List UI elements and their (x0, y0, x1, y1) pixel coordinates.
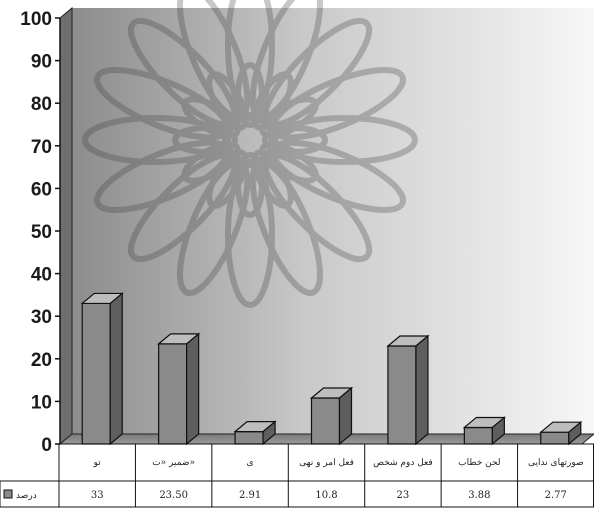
rosette-watermark (82, 0, 418, 308)
y-axis: 0 10 20 30 40 50 60 70 80 90 100 (20, 9, 60, 456)
category-label: صورتهای ندایی (528, 458, 584, 468)
rosette-petal (127, 152, 238, 263)
bar (462, 416, 507, 446)
rosette-petal (206, 149, 249, 209)
legend-swatch (3, 489, 13, 499)
y-tick-label: 50 (31, 222, 52, 243)
bar (539, 420, 583, 446)
rosette-petal (82, 115, 228, 165)
bar (233, 420, 277, 446)
category-label: فعل دوم شخص (373, 458, 432, 468)
rosette-petal (269, 67, 406, 141)
rosette-petal (127, 17, 238, 128)
rosette-petal (177, 0, 251, 121)
rosette-petal (172, 125, 238, 155)
rosette-petal (272, 115, 418, 165)
y-tick-label: 40 (31, 265, 52, 286)
bar-front (387, 345, 417, 445)
bar (80, 292, 124, 446)
bar-front (540, 431, 570, 445)
y-tick-label: 90 (31, 52, 52, 73)
rosette-petal (249, 0, 323, 121)
rosette-petal (94, 67, 231, 141)
y-tick-label: 70 (31, 137, 52, 158)
rosette-petal (235, 62, 265, 128)
data-value-label: 23 (397, 490, 410, 501)
category-label: ی (247, 458, 254, 468)
category-label: فعل امر و نهی (299, 458, 354, 468)
data-value-label: 23.50 (159, 490, 188, 501)
rosette-petal (235, 152, 265, 218)
category-label: ضمیر «ت» (152, 458, 195, 468)
rosette-petal (262, 125, 328, 155)
bar-side (338, 386, 353, 446)
bar (386, 334, 430, 446)
rosette-petal (269, 139, 406, 213)
data-value-label: 2.77 (545, 490, 567, 501)
y-tick-label: 100 (20, 9, 52, 30)
rosette-petal (225, 162, 275, 308)
rosette-petal (249, 159, 323, 296)
rosette-petal (259, 141, 319, 184)
legend-label: درصد (16, 491, 37, 501)
rosette-petal (259, 96, 319, 139)
rosette-petal (262, 152, 373, 263)
bar-front (310, 397, 341, 445)
y-tick-label: 30 (31, 307, 52, 328)
bar-side (109, 292, 123, 446)
bar (309, 386, 354, 446)
y-tick-label: 80 (31, 94, 52, 115)
bar-front (81, 302, 111, 445)
y-tick-label: 60 (31, 179, 52, 200)
rosette-center (225, 115, 275, 165)
y-tick-label: 10 (31, 392, 52, 413)
category-label: تو (93, 458, 102, 468)
bar (156, 332, 201, 446)
bar-side (415, 334, 429, 446)
plot-left-wall (59, 6, 73, 446)
category-label: لحن خطاب (458, 458, 500, 468)
rosette-petal (225, 0, 275, 118)
bar-side (568, 420, 582, 446)
data-value-label: 33 (91, 490, 104, 501)
bar-side (262, 420, 276, 446)
plot-back-wall (72, 8, 594, 434)
bar-front (463, 426, 493, 445)
data-value-label: 2.91 (239, 490, 261, 501)
y-tick-label: 20 (31, 350, 52, 371)
data-value-label: 3.88 (468, 490, 490, 501)
bar-side (491, 416, 505, 446)
rosette-petal (251, 71, 294, 131)
data-value-label: 10.8 (315, 490, 337, 501)
rosette-petal (262, 17, 373, 128)
rosette-petal (181, 141, 241, 184)
rosette-petal (181, 96, 241, 139)
rosette-petal (251, 149, 294, 209)
data-table: تو 33 ضمیر «ت» 23.50 ی 2.91 فعل امر و نهی 10.8 ف… (0, 443, 594, 508)
rosette-petal (206, 71, 249, 131)
bar-front (158, 343, 188, 445)
y-tick-label: 0 (41, 435, 52, 456)
bars (80, 292, 583, 446)
bar-side (186, 332, 200, 446)
rosette-petal (177, 159, 251, 296)
bar-front (234, 431, 264, 445)
rosette-petal (94, 139, 231, 213)
